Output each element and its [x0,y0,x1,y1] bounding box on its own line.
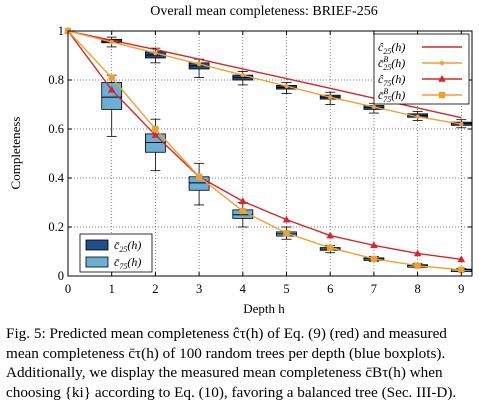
figure-caption: Fig. 5: Predicted mean completeness ĉτ(h… [6,324,488,402]
point [439,60,445,66]
x-tick-label: 5 [283,282,289,296]
x-tick-label: 2 [152,282,158,296]
plot-frame [67,30,473,277]
point [195,173,203,180]
caption-line-4: choosing {ki} according to Eq. (10), fav… [6,383,457,401]
point [370,255,378,263]
chart-title: Overall mean completeness: BRIEF-256 [150,4,377,19]
legend-bottom-item-0: c̄25(h) [85,238,141,254]
legend-label: ĉ75(h) [378,72,405,88]
point [153,50,158,56]
legend-top-item-3: c̄B 75(h) [378,87,462,104]
y-tick-label: 0.6 [48,122,64,136]
point [413,249,422,257]
point [328,94,333,100]
completeness-chart: Overall mean completeness: BRIEF-256 0 1 2… [8,4,473,316]
point [327,244,334,252]
box [101,82,123,110]
x-tick-label: 8 [414,282,420,296]
point [438,75,446,82]
legend-top-item-2: ĉ75(h) [378,72,462,88]
series-line [67,30,462,261]
caption-line-1: Fig. 5: Predicted mean completeness ĉτ(h… [6,325,447,342]
series-line [67,30,462,271]
legend-swatch [85,239,109,251]
caption-line-2: mean completeness c̄τ(h) of 100 random t… [6,344,446,362]
point [371,104,377,110]
legend-label: c̄B 25(h) [378,55,405,72]
point [109,39,114,45]
y-tick-label: 0.2 [48,220,64,234]
y-axis-label: Completeness [8,117,23,190]
point [240,72,245,78]
point [107,85,116,93]
point [415,114,420,119]
legend-swatch [85,256,109,268]
point [457,255,466,263]
point [458,266,465,274]
y-tick-label: 1 [58,24,64,38]
legend-top-item-1: c̄B 25(h) [378,55,462,72]
legend-top-box [373,33,470,105]
x-tick-label: 3 [196,282,202,296]
legend-label: ĉ25(h) [378,40,405,56]
caption-line-3: Additionally, we display the measured me… [6,364,443,381]
y-tick-label: 0.4 [48,171,64,185]
legend-label: c̄75(h) [114,255,141,271]
point [239,207,246,215]
point [152,125,159,133]
legend-top-right: ĉ25(h)c̄B 25(h)ĉ75(h)c̄B 75(h) [373,33,470,105]
x-tick-label: 0 [65,282,71,296]
point [282,215,291,223]
x-tick-label: 1 [109,282,115,296]
point [151,131,160,138]
boxplot-c75-h1 [101,74,123,137]
x-tick-label: 9 [458,282,464,296]
y-tick-label: 0.8 [48,73,64,87]
point [108,74,115,81]
x-tick-label: 6 [327,282,333,296]
x-tick-label: 7 [371,282,377,296]
legend-label: c̄25(h) [114,238,141,254]
point [459,121,464,127]
legend-top-item-0: ĉ25(h) [378,40,462,56]
point [239,197,247,205]
point [283,229,290,237]
axis-ticks: 0 1 2 3 4 5 6 7 8 9 0 0.2 0.4 0.6 0.8 1 [48,24,472,296]
point [414,262,421,269]
x-axis-label: Depth h [243,301,285,316]
point [438,91,446,99]
legend-bottom-left: c̄25(h)c̄75(h) [79,233,153,273]
point [326,231,334,239]
y-tick-label: 0 [58,269,64,283]
point [284,83,289,89]
x-tick-label: 4 [240,282,247,296]
point [370,241,378,249]
legend-label: c̄B 75(h) [378,87,405,104]
legend-bottom-item-1: c̄75(h) [85,255,141,271]
point [196,61,202,67]
series-line [67,30,462,125]
